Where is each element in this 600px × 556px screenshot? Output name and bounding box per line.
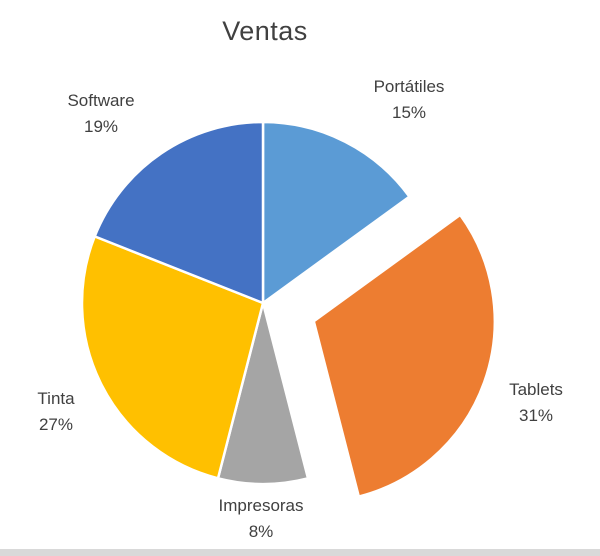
- pie-slice-tinta[interactable]: [80, 235, 265, 480]
- data-label-name: Impresoras: [218, 496, 304, 515]
- data-label-portátiles[interactable]: Portátiles 15%: [374, 74, 445, 126]
- data-label-impresoras[interactable]: Impresoras 8%: [218, 493, 303, 545]
- pie-slice-software[interactable]: [93, 120, 265, 305]
- bottom-bar: [0, 549, 600, 556]
- chart-title[interactable]: Ventas: [222, 16, 308, 46]
- data-label-percent: 15%: [391, 103, 427, 122]
- data-label-name: Portátiles: [373, 77, 445, 96]
- data-label-name: Tablets: [509, 380, 563, 399]
- data-label-percent: 19%: [83, 117, 119, 136]
- data-label-tablets[interactable]: Tablets 31%: [509, 377, 563, 429]
- data-label-percent: 31%: [518, 406, 554, 425]
- pie-slice-tablets[interactable]: [312, 213, 496, 498]
- data-label-tinta[interactable]: Tinta 27%: [37, 386, 74, 438]
- pie-slice-impresoras[interactable]: [216, 301, 310, 486]
- data-label-name: Tinta: [37, 389, 75, 408]
- data-label-name: Software: [67, 91, 135, 110]
- data-label-percent: 27%: [38, 415, 74, 434]
- pie-slice-portátiles[interactable]: [261, 120, 411, 305]
- data-label-software[interactable]: Software 19%: [67, 88, 134, 140]
- data-label-percent: 8%: [248, 522, 274, 541]
